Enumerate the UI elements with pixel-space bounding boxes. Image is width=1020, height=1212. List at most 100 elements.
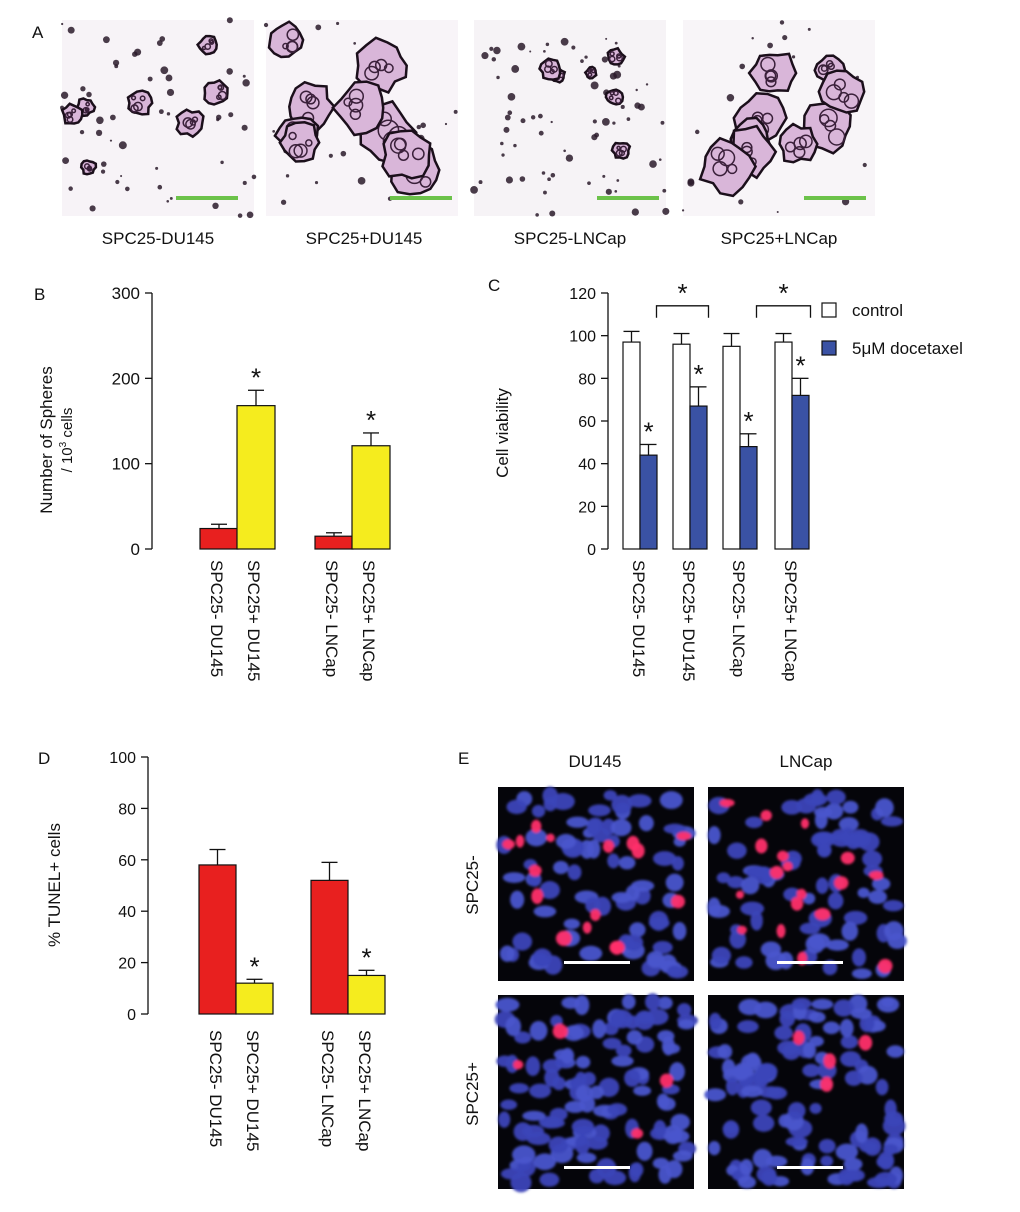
y-tick-label: 120 — [569, 286, 596, 303]
y-tick-label: 20 — [578, 499, 596, 516]
bar — [314, 535, 354, 550]
significance-bracket — [655, 305, 710, 318]
caption-spc25-plus-du145: SPC25+DU145 — [306, 229, 423, 248]
x-category-label: SPC25+ DU145 — [243, 1030, 262, 1151]
x-category-label: SPC25+ LNCap — [359, 560, 378, 681]
x-category-label: SPC25- LNCap — [322, 560, 341, 677]
scale-bar — [777, 961, 843, 964]
row-label-spc25-plus: SPC25+ — [463, 1062, 482, 1126]
panel-e: DU145 LNCap SPC25- SPC25+ — [463, 752, 908, 1193]
bar — [347, 974, 386, 1015]
fluorescence-image-spc25-minus-lncap — [707, 787, 908, 981]
bar-docetaxel — [639, 454, 658, 550]
chart-b-number-of-spheres: 300 200 100 0 Number of Spheres/ 103 cells SP… — [37, 284, 391, 681]
y-tick-label: 20 — [118, 956, 136, 973]
y-tick-label: 0 — [127, 1007, 136, 1024]
bar — [310, 879, 349, 1015]
bar-control — [622, 341, 641, 550]
micrograph-spc25-minus-lncap — [470, 20, 670, 217]
y-tick-label: 100 — [569, 329, 596, 346]
bar-control — [774, 341, 793, 550]
bar — [351, 445, 391, 550]
panel-label-e: E — [458, 749, 469, 768]
y-axis-label-line2: / 103 cells — [58, 408, 76, 473]
significance-star: * — [251, 362, 261, 392]
legend-label: control — [852, 301, 903, 320]
y-tick-label: 100 — [109, 750, 136, 767]
y-tick-label: 60 — [118, 853, 136, 870]
scale-bar — [176, 196, 238, 200]
significance-star: * — [249, 951, 259, 981]
scale-bar — [390, 196, 452, 200]
scale-bar — [564, 1166, 630, 1169]
y-tick-label: 100 — [112, 455, 140, 474]
chart-c-cell-viability: 120 100 80 60 40 20 0 Cell viability * SPC25- DU1… — [493, 278, 963, 682]
y-axis-label: Cell viability — [493, 388, 512, 478]
x-category-label: SPC25- DU145 — [629, 560, 648, 677]
x-category-label: SPC25- LNCap — [729, 560, 748, 677]
y-axis-label-line1: Number of Spheres — [37, 366, 56, 513]
bar — [198, 864, 237, 1015]
significance-star: * — [743, 406, 753, 436]
micrograph-spc25-plus-lncap — [681, 20, 875, 216]
legend-swatch — [821, 302, 837, 318]
significance-star: * — [795, 350, 805, 380]
y-tick-label: 80 — [578, 371, 596, 388]
fluorescence-image-spc25-plus-du145 — [494, 993, 698, 1193]
bracket-star: * — [677, 278, 687, 308]
scale-bar — [777, 1166, 843, 1169]
bar — [236, 405, 276, 550]
panel-label-d: D — [38, 749, 50, 768]
y-tick-label: 300 — [112, 284, 140, 303]
x-category-label: SPC25- LNCap — [318, 1030, 337, 1147]
caption-spc25-minus-du145: SPC25-DU145 — [102, 229, 214, 248]
x-category-label: SPC25- DU145 — [206, 1030, 225, 1147]
y-tick-label: 40 — [118, 904, 136, 921]
caption-spc25-plus-lncap: SPC25+LNCap — [721, 229, 838, 248]
bar — [199, 527, 239, 550]
bar-control — [722, 345, 741, 550]
y-axis-label: % TUNEL+ cells — [45, 823, 64, 947]
bar-control — [672, 343, 691, 550]
x-category-label: SPC25- DU145 — [207, 560, 226, 677]
col-label-du145: DU145 — [569, 752, 622, 771]
bar-docetaxel — [689, 405, 708, 550]
significance-star: * — [693, 359, 703, 389]
y-tick-label: 0 — [131, 540, 140, 559]
panel-label-c: C — [488, 276, 500, 295]
significance-star: * — [366, 405, 376, 435]
bar — [235, 982, 274, 1015]
significance-star: * — [643, 416, 653, 446]
caption-spc25-minus-lncap: SPC25-LNCap — [514, 229, 626, 248]
micrograph-spc25-plus-du145 — [263, 20, 458, 216]
x-category-label: SPC25+ DU145 — [679, 560, 698, 681]
col-label-lncap: LNCap — [780, 752, 833, 771]
panel-label-a: A — [32, 23, 44, 42]
x-category-label: SPC25+ LNCap — [355, 1030, 374, 1151]
y-tick-label: 0 — [587, 542, 596, 559]
bar-docetaxel — [739, 446, 758, 550]
fluorescence-image-spc25-minus-du145 — [496, 786, 696, 981]
scale-bar — [597, 196, 659, 200]
scale-bar — [804, 196, 866, 200]
y-tick-label: 60 — [578, 414, 596, 431]
fluorescence-image-spc25-plus-lncap — [704, 994, 906, 1189]
micrograph-spc25-minus-du145 — [60, 17, 257, 219]
legend-label: 5μM docetaxel — [852, 339, 963, 358]
significance-star: * — [361, 942, 371, 972]
bracket-star: * — [778, 278, 788, 308]
legend-swatch — [821, 340, 837, 356]
x-category-label: SPC25+ DU145 — [244, 560, 263, 681]
scale-bar — [564, 961, 630, 964]
panel-label-b: B — [34, 285, 45, 304]
bar-docetaxel — [791, 394, 810, 550]
y-tick-label: 200 — [112, 369, 140, 388]
x-category-label: SPC25+ LNCap — [781, 560, 800, 681]
panel-a: SPC25-DU145 SPC25+DU145 SPC25-LNCap SPC2… — [60, 17, 875, 248]
y-tick-label: 80 — [118, 801, 136, 818]
y-tick-label: 40 — [578, 457, 596, 474]
significance-bracket — [755, 305, 812, 318]
row-label-spc25-minus: SPC25- — [463, 855, 482, 915]
chart-d-tunel-cells: 100 80 60 40 20 0 % TUNEL+ cells SPC25- DU145 * S… — [45, 750, 386, 1151]
